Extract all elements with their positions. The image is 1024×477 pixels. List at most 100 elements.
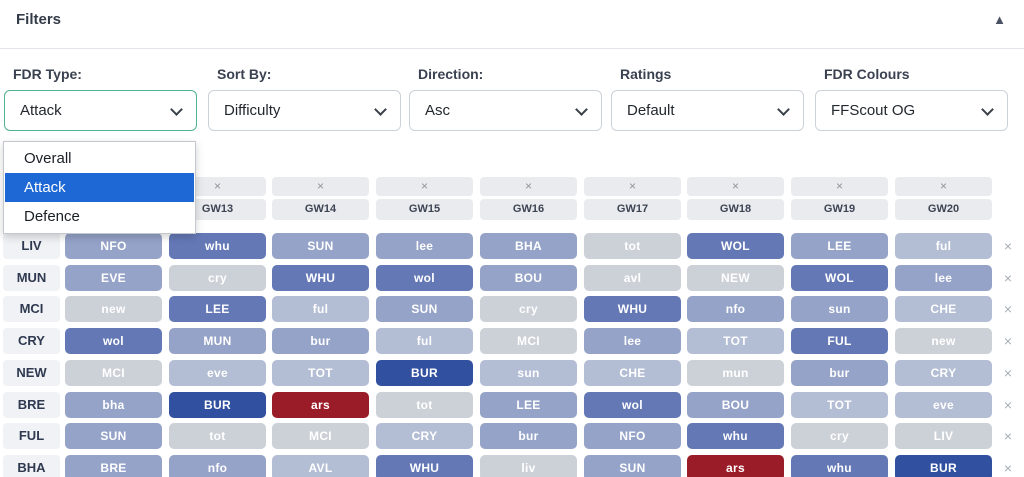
dropdown-option-attack[interactable]: Attack	[5, 173, 194, 202]
ratings-select[interactable]: Default	[611, 90, 804, 131]
fixture-cell: lee	[584, 328, 681, 354]
direction-value: Asc	[425, 102, 451, 119]
fixture-cell: whu	[791, 455, 888, 477]
fixture-cell: wol	[65, 328, 162, 354]
fixture-cell: sun	[480, 360, 577, 386]
ticker-row: LIV NFO whu SUN lee BHA tot WOL LEE ful ×	[0, 233, 1024, 259]
fixture-cell: wol	[584, 392, 681, 418]
fixture-cell: TOT	[791, 392, 888, 418]
sort-by-label: Sort By:	[217, 66, 272, 82]
gw-column-remove-button[interactable]: ×	[687, 177, 784, 196]
fdr-type-dropdown: Overall Attack Defence	[3, 141, 196, 234]
fixture-cell: wol	[376, 265, 473, 291]
fixture-cell: WHU	[584, 296, 681, 322]
fixture-cell: ful	[895, 233, 992, 259]
fixture-cell: MUN	[169, 328, 266, 354]
row-remove-button[interactable]: ×	[1003, 238, 1013, 254]
fixture-cell: NFO	[65, 233, 162, 259]
fixture-cell: avl	[584, 265, 681, 291]
fixture-cell: nfo	[687, 296, 784, 322]
ticker-row: FUL SUN tot MCI CRY bur NFO whu cry LIV ×	[0, 423, 1024, 449]
ticker-row: BRE bha BUR ars tot LEE wol BOU TOT eve ×	[0, 392, 1024, 418]
fixture-cell: TOT	[687, 328, 784, 354]
fixture-cell: SUN	[65, 423, 162, 449]
direction-select[interactable]: Asc	[409, 90, 602, 131]
fixture-cell: ars	[272, 392, 369, 418]
fixture-cell: cry	[791, 423, 888, 449]
fixture-cell: tot	[584, 233, 681, 259]
fixture-cell: bur	[791, 360, 888, 386]
team-label: NEW	[3, 360, 60, 386]
gw-column-label: GW16	[480, 199, 577, 220]
team-label: MUN	[3, 265, 60, 291]
fixture-cell: sun	[791, 296, 888, 322]
fixture-cell: ars	[687, 455, 784, 477]
gw-column-remove-button[interactable]: ×	[895, 177, 992, 196]
filter-group-fdr-colours: FDR Colours FFScout OG	[815, 66, 1008, 131]
fixture-cell: whu	[687, 423, 784, 449]
row-remove-button[interactable]: ×	[1003, 397, 1013, 413]
fixture-cell: CHE	[584, 360, 681, 386]
fixture-cell: LIV	[895, 423, 992, 449]
fixture-cell: MCI	[65, 360, 162, 386]
panel-title: Filters	[16, 11, 62, 28]
fixture-cell: SUN	[376, 296, 473, 322]
row-remove-button[interactable]: ×	[1003, 333, 1013, 349]
gw-column-remove-button[interactable]: ×	[376, 177, 473, 196]
fixture-cell: eve	[169, 360, 266, 386]
fixture-cell: FUL	[791, 328, 888, 354]
gw-column-label: GW20	[895, 199, 992, 220]
gw-column-remove-button[interactable]: ×	[791, 177, 888, 196]
ratings-label: Ratings	[620, 66, 672, 82]
fixture-cell: NEW	[687, 265, 784, 291]
filter-group-direction: Direction: Asc	[409, 66, 602, 131]
row-remove-button[interactable]: ×	[1003, 365, 1013, 381]
fixture-cell: tot	[376, 392, 473, 418]
dropdown-option-defence[interactable]: Defence	[24, 208, 80, 225]
fixture-cell: bur	[480, 423, 577, 449]
sort-by-value: Difficulty	[224, 102, 281, 119]
fixture-cell: BRE	[65, 455, 162, 477]
fixture-cell: LEE	[791, 233, 888, 259]
gw-column-remove-button[interactable]: ×	[480, 177, 577, 196]
row-remove-button[interactable]: ×	[1003, 270, 1013, 286]
fixture-cell: mun	[687, 360, 784, 386]
fixture-cell: cry	[169, 265, 266, 291]
filter-group-sort-by: Sort By: Difficulty	[208, 66, 401, 131]
gw-column-label: GW19	[791, 199, 888, 220]
fixture-cell: eve	[895, 392, 992, 418]
fixture-cell: whu	[169, 233, 266, 259]
fdr-colours-select[interactable]: FFScout OG	[815, 90, 1008, 131]
fixture-cell: new	[895, 328, 992, 354]
fixture-cell: CHE	[895, 296, 992, 322]
fixture-cell: nfo	[169, 455, 266, 477]
row-remove-button[interactable]: ×	[1003, 301, 1013, 317]
fixture-cell: bur	[272, 328, 369, 354]
ticker-row: BHA BRE nfo AVL WHU liv SUN ars whu BUR ×	[0, 455, 1024, 477]
fixture-cell: lee	[376, 233, 473, 259]
fdr-type-label: FDR Type:	[13, 66, 82, 82]
row-remove-button[interactable]: ×	[1003, 460, 1013, 476]
fdr-type-select[interactable]: Attack	[4, 90, 197, 131]
fixture-cell: EVE	[65, 265, 162, 291]
sort-by-select[interactable]: Difficulty	[208, 90, 401, 131]
ticker-row: MCI new LEE ful SUN cry WHU nfo sun CHE ×	[0, 296, 1024, 322]
row-remove-button[interactable]: ×	[1003, 428, 1013, 444]
fixture-cell: SUN	[584, 455, 681, 477]
ratings-value: Default	[627, 102, 675, 119]
dropdown-option-overall[interactable]: Overall	[24, 150, 72, 167]
fixture-cell: CRY	[376, 423, 473, 449]
fixture-cell: WOL	[791, 265, 888, 291]
fixture-cell: BOU	[480, 265, 577, 291]
gw-column-remove-button[interactable]: ×	[272, 177, 369, 196]
collapse-panel-icon[interactable]: ▲	[993, 12, 1006, 27]
panel-divider	[0, 48, 1024, 49]
fixture-cell: ful	[272, 296, 369, 322]
fixture-cell: new	[65, 296, 162, 322]
ticker-row: MUN EVE cry WHU wol BOU avl NEW WOL lee ×	[0, 265, 1024, 291]
ticker-row: NEW MCI eve TOT BUR sun CHE mun bur CRY ×	[0, 360, 1024, 386]
fixture-cell: MCI	[480, 328, 577, 354]
gw-column-remove-button[interactable]: ×	[584, 177, 681, 196]
